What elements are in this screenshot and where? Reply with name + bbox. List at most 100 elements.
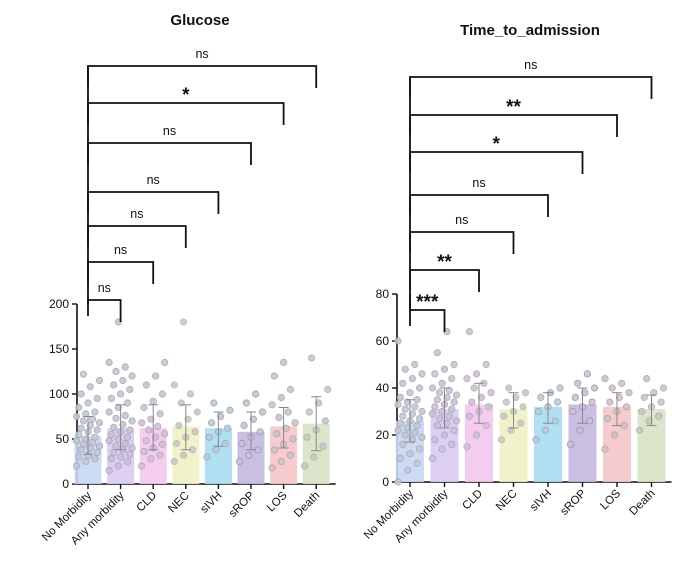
data-point xyxy=(394,400,402,409)
y-tick-label: 0 xyxy=(62,477,69,491)
significance-bracket: ** xyxy=(409,252,480,292)
data-point xyxy=(203,453,211,461)
data-point xyxy=(117,390,125,398)
data-point xyxy=(428,454,437,463)
y-tick-label: 60 xyxy=(376,334,390,348)
data-point xyxy=(431,370,439,378)
data-point xyxy=(91,433,99,441)
data-point xyxy=(418,370,426,378)
data-point xyxy=(273,429,281,438)
data-point xyxy=(93,394,101,403)
data-point xyxy=(86,421,94,430)
data-point xyxy=(112,442,120,450)
x-category-label: NEC xyxy=(494,488,520,514)
data-point xyxy=(156,451,164,459)
data-point xyxy=(221,439,229,448)
data-point xyxy=(657,398,665,406)
data-point xyxy=(521,389,530,397)
data-point xyxy=(95,419,104,427)
data-point xyxy=(418,407,426,416)
data-point xyxy=(121,363,129,371)
x-category-label: Death xyxy=(627,488,657,518)
data-point xyxy=(406,450,414,458)
data-point xyxy=(450,398,458,406)
data-point xyxy=(175,421,183,430)
data-point xyxy=(470,384,478,392)
data-point xyxy=(191,428,199,436)
data-point xyxy=(93,426,101,434)
data-point xyxy=(411,429,419,437)
data-point xyxy=(93,448,101,457)
significance-label: * xyxy=(493,134,501,155)
data-point xyxy=(126,426,134,434)
data-point xyxy=(110,448,118,457)
data-point xyxy=(569,407,577,416)
significance-bracket: ns xyxy=(87,281,122,322)
data-point xyxy=(205,433,213,441)
data-point xyxy=(245,451,253,459)
data-point xyxy=(145,426,153,434)
data-point xyxy=(126,385,134,394)
bracket-line xyxy=(409,151,584,174)
data-point xyxy=(301,462,309,470)
data-point xyxy=(635,426,644,434)
bracket-line xyxy=(87,225,187,248)
data-point xyxy=(105,408,113,416)
significance-bracket: ** xyxy=(409,97,618,137)
data-point xyxy=(401,405,409,413)
bracket-line xyxy=(87,299,122,322)
significance-label: ** xyxy=(506,97,521,118)
data-point xyxy=(117,453,125,461)
data-point xyxy=(452,417,461,425)
data-point xyxy=(574,379,582,387)
data-point xyxy=(84,399,92,407)
data-point xyxy=(399,379,407,387)
data-point xyxy=(286,451,295,459)
y-tick-label: 20 xyxy=(376,428,390,442)
data-point xyxy=(72,437,81,445)
data-point xyxy=(606,398,614,406)
data-point xyxy=(413,421,421,430)
data-point xyxy=(438,379,446,387)
data-point xyxy=(151,372,160,380)
data-point xyxy=(551,417,559,425)
y-tick-label: 200 xyxy=(49,297,69,311)
data-point xyxy=(465,412,473,420)
data-point xyxy=(452,391,461,399)
data-point xyxy=(79,417,88,425)
data-point xyxy=(601,374,609,383)
data-point xyxy=(541,426,550,434)
data-point xyxy=(207,419,216,427)
data-point xyxy=(399,440,407,448)
data-point xyxy=(484,403,493,411)
significance-bracket: ns xyxy=(409,176,549,217)
data-point xyxy=(640,393,648,401)
data-point xyxy=(82,435,90,443)
data-point xyxy=(431,436,439,444)
data-point xyxy=(107,430,116,439)
data-point xyxy=(403,466,412,474)
data-point xyxy=(86,383,94,391)
bracket-line xyxy=(87,191,220,214)
bracket-line xyxy=(409,269,480,292)
y-tick-label: 80 xyxy=(376,287,390,301)
data-point xyxy=(110,423,118,431)
data-point xyxy=(112,367,120,376)
data-point xyxy=(625,389,633,397)
data-point xyxy=(158,390,166,398)
data-point xyxy=(415,414,424,423)
significance-label: * xyxy=(182,85,190,106)
data-point xyxy=(394,426,402,434)
data-point xyxy=(590,384,599,392)
bracket-line xyxy=(87,142,252,165)
data-point xyxy=(396,393,404,401)
significance-bracket: *** xyxy=(409,292,446,332)
data-point xyxy=(618,379,626,387)
data-point xyxy=(268,464,276,472)
data-point xyxy=(147,415,155,423)
data-point xyxy=(173,439,181,448)
data-point xyxy=(275,413,283,421)
data-point xyxy=(394,478,402,486)
data-point xyxy=(91,408,99,416)
